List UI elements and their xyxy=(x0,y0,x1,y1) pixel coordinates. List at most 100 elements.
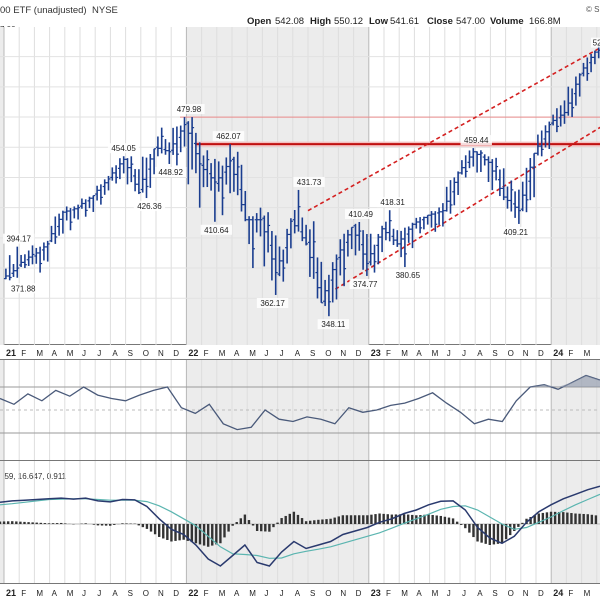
macd-histogram-bar xyxy=(27,522,29,524)
macd-histogram-bar xyxy=(7,521,9,524)
macd-histogram-bar xyxy=(48,523,50,524)
volume-label: Volume xyxy=(490,16,524,27)
macd-histogram-bar xyxy=(268,524,270,532)
macd-histogram-bar xyxy=(23,522,25,524)
macd-histogram-bar xyxy=(125,523,127,524)
macd-histogram-bar xyxy=(444,517,446,524)
bottom-tick-label: 24 xyxy=(553,588,563,598)
macd-histogram-bar xyxy=(150,524,152,532)
price-label: 362.17 xyxy=(260,299,285,308)
macd-histogram-bar xyxy=(97,524,99,525)
macd-histogram-bar xyxy=(562,512,564,524)
macd-histogram-bar xyxy=(138,524,140,525)
macd-histogram-bar xyxy=(93,524,95,525)
price-label: 348.11 xyxy=(321,320,345,329)
x-tick-label: J xyxy=(82,349,86,358)
x-tick-label: 22 xyxy=(188,348,198,358)
macd-histogram-bar xyxy=(236,522,238,524)
macd-histogram-bar xyxy=(338,516,340,524)
macd-histogram-bar xyxy=(0,522,1,524)
macd-histogram-bar xyxy=(570,513,572,524)
bottom-tick-label: A xyxy=(416,589,422,598)
macd-params: 559, 16.647, 0.911 xyxy=(0,472,67,481)
bottom-tick-label: S xyxy=(310,589,315,598)
bottom-tick-label: D xyxy=(173,589,179,598)
macd-histogram-bar xyxy=(293,512,295,524)
x-tick-label: S xyxy=(310,349,315,358)
x-tick-label: D xyxy=(356,349,362,358)
macd-histogram-bar xyxy=(472,524,474,537)
x-tick-label: D xyxy=(173,349,179,358)
bottom-tick-label: J xyxy=(97,589,101,598)
chart-title: 00 ETF (unadjusted) xyxy=(0,5,87,16)
bottom-tick-label: J xyxy=(264,589,268,598)
volume-value: 166.8M xyxy=(529,16,561,27)
macd-histogram-bar xyxy=(521,523,523,524)
high-label: High xyxy=(310,16,331,27)
shaded-year-band xyxy=(551,27,600,345)
macd-histogram-bar xyxy=(285,516,287,524)
x-tick-label: S xyxy=(492,349,497,358)
macd-histogram-bar xyxy=(162,524,164,538)
price-label: 418.31 xyxy=(380,198,405,207)
macd-histogram-bar xyxy=(52,523,54,524)
bottom-tick-label: J xyxy=(280,589,284,598)
x-tick-label: J xyxy=(280,349,284,358)
macd-histogram-bar xyxy=(44,523,46,524)
macd-histogram-bar xyxy=(578,514,580,524)
bottom-tick-label: J xyxy=(462,589,466,598)
macd-histogram-bar xyxy=(31,522,33,524)
macd-histogram-bar xyxy=(231,524,233,526)
close-label: Close xyxy=(427,16,453,27)
macd-histogram-bar xyxy=(109,524,111,526)
bottom-tick-label: F xyxy=(568,589,573,598)
price-label: 380.65 xyxy=(396,271,421,280)
macd-histogram-bar xyxy=(170,524,172,542)
macd-histogram-bar xyxy=(325,519,327,524)
bottom-tick-label: O xyxy=(325,589,331,598)
macd-histogram-bar xyxy=(264,524,266,531)
x-tick-label: J xyxy=(447,349,451,358)
macd-histogram-bar xyxy=(566,513,568,524)
x-tick-label: 24 xyxy=(553,348,563,358)
price-label: 431.73 xyxy=(297,178,322,187)
macd-histogram-bar xyxy=(366,515,368,524)
bottom-tick-label: D xyxy=(356,589,362,598)
bottom-tick-label: S xyxy=(492,589,497,598)
macd-histogram-bar xyxy=(460,524,462,525)
macd-histogram-bar xyxy=(227,524,229,532)
macd-histogram-bar xyxy=(272,524,274,527)
x-tick-label: 23 xyxy=(371,348,381,358)
macd-histogram-bar xyxy=(305,521,307,524)
x-tick-label: D xyxy=(538,349,544,358)
bottom-tick-label: J xyxy=(447,589,451,598)
macd-histogram-bar xyxy=(215,524,217,544)
macd-histogram-bar xyxy=(40,523,42,524)
bottom-tick-label: 22 xyxy=(188,588,198,598)
bottom-tick-label: M xyxy=(584,589,591,598)
bottom-tick-label: N xyxy=(523,589,529,598)
x-tick-label: M xyxy=(584,349,591,358)
macd-histogram-bar xyxy=(591,515,593,524)
x-tick-label: J xyxy=(264,349,268,358)
macd-histogram-bar xyxy=(85,523,87,524)
x-tick-label: O xyxy=(143,349,149,358)
macd-histogram-bar xyxy=(587,514,589,524)
x-tick-label: A xyxy=(52,349,58,358)
bottom-tick-label: A xyxy=(112,589,118,598)
bottom-tick-label: D xyxy=(538,589,544,598)
macd-histogram-bar xyxy=(223,524,225,537)
macd-histogram-bar xyxy=(191,524,193,542)
macd-histogram-bar xyxy=(211,524,213,546)
macd-histogram-bar xyxy=(362,515,364,524)
bottom-tick-label: M xyxy=(219,589,226,598)
macd-histogram-bar xyxy=(513,524,515,531)
price-label: 394.17 xyxy=(6,235,31,244)
oscillator-panel-line xyxy=(0,460,600,461)
bottom-tick-label: M xyxy=(249,589,256,598)
macd-histogram-bar xyxy=(142,524,144,527)
macd-histogram-bar xyxy=(554,512,556,524)
x-tick-label: N xyxy=(158,349,164,358)
bottom-tick-label: F xyxy=(204,589,209,598)
